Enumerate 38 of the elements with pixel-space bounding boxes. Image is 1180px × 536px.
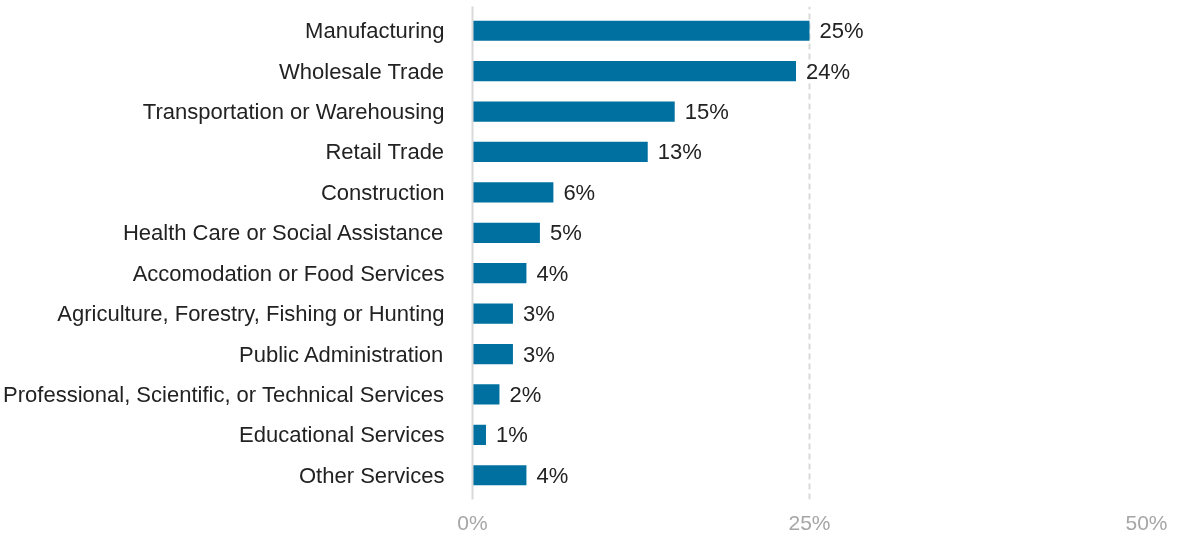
x-tick-label: 0% <box>457 510 488 534</box>
y-tick-label: Other Services <box>299 462 445 488</box>
bar <box>472 343 513 365</box>
bar <box>472 101 675 122</box>
data-label: 4% <box>536 462 569 488</box>
y-tick-label: Retail Trade <box>325 139 445 165</box>
bar <box>472 182 554 203</box>
data-label: 1% <box>495 422 528 448</box>
bar <box>472 20 810 41</box>
y-tick-label: Educational Services <box>239 422 445 448</box>
data-label: 3% <box>522 341 555 367</box>
data-label: 24% <box>806 58 851 84</box>
y-tick-label: Manufacturing <box>305 18 445 44</box>
x-tick-label: 25% <box>788 510 831 534</box>
y-tick-label: Health Care or Social Assistance <box>122 220 444 246</box>
bar <box>472 61 797 82</box>
data-label: 2% <box>509 381 542 407</box>
data-label: 4% <box>536 260 569 286</box>
y-tick-label: Wholesale Trade <box>279 58 445 84</box>
y-tick-label: Construction <box>321 179 445 205</box>
data-label: 13% <box>657 139 702 165</box>
y-tick-label: Public Administration <box>239 341 444 367</box>
y-tick-label: Agriculture, Forestry, Fishing or Hunting <box>57 301 445 327</box>
bar <box>472 303 513 324</box>
data-label: 6% <box>563 179 596 205</box>
y-tick-label: Accomodation or Food Services <box>132 260 445 286</box>
data-label: 3% <box>522 301 555 327</box>
data-label: 25% <box>819 18 864 44</box>
bar <box>472 465 527 486</box>
bar <box>472 141 648 163</box>
data-label: 15% <box>684 99 729 125</box>
bar <box>472 263 527 284</box>
data-label: 5% <box>549 220 582 246</box>
bar <box>472 222 540 243</box>
bar <box>472 384 500 405</box>
y-tick-label: Transportation or Warehousing <box>142 99 445 125</box>
x-tick-label: 50% <box>1125 510 1168 534</box>
y-tick-label: Professional, Scientific, or Technical Services <box>3 381 445 407</box>
